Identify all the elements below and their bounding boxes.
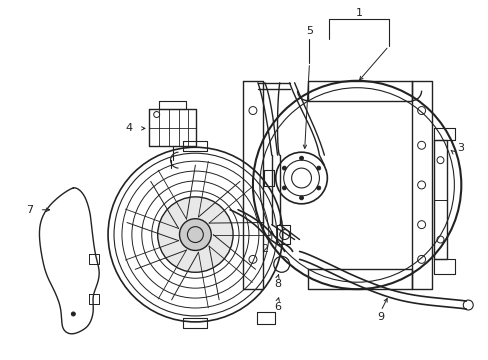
Circle shape [316,166,320,170]
Circle shape [157,197,233,272]
Text: 9: 9 [377,312,384,322]
Text: 1: 1 [355,8,362,18]
Circle shape [282,186,286,190]
Circle shape [71,312,75,316]
Text: 4: 4 [125,123,132,134]
Circle shape [179,219,211,251]
Text: 3: 3 [456,143,463,153]
Text: 8: 8 [274,279,281,289]
Circle shape [299,196,303,200]
Text: 5: 5 [305,26,312,36]
Circle shape [282,166,286,170]
Text: 2: 2 [261,244,268,255]
Circle shape [299,156,303,160]
Text: 6: 6 [274,302,281,312]
Text: 7: 7 [26,205,33,215]
Circle shape [316,186,320,190]
